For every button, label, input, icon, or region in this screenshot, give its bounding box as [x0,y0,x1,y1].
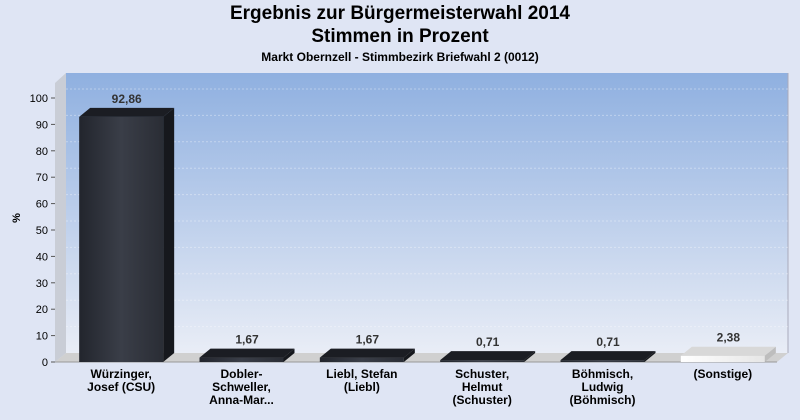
y-tick-label: 100 [30,93,48,105]
x-tick-label-line: Ludwig [582,380,624,394]
bar-side [764,346,776,362]
bar [440,351,536,362]
chart-title-line2: Stimmen in Prozent [311,26,489,47]
bar-top [79,107,175,117]
x-tick-label-line: Böhmisch, [572,367,633,381]
bar-side [163,107,175,362]
bar [79,107,175,362]
bar [560,351,656,362]
bar-top [199,348,295,358]
chart-title: Ergebnis zur Bürgermeisterwahl 2014 [229,3,570,24]
bar-front [199,357,284,362]
bar-top [319,348,415,358]
x-tick-label-line: (Schuster) [452,393,511,407]
plot-back-wall [66,73,788,353]
y-tick-label: 70 [36,172,48,184]
x-tick-label-line: (Böhmisch) [570,393,636,407]
y-tick-label: 20 [36,304,48,316]
x-tick-label: Liebl, Stefan (Liebl) [326,367,397,394]
y-tick-label: 30 [36,278,48,290]
plot-left-wall [55,73,66,362]
y-tick-label: 90 [36,119,48,131]
bar-front [680,355,765,362]
y-tick-label: 80 [36,146,48,158]
bar-value-label: 92,86 [112,92,142,106]
bar-top [680,346,776,356]
bar-side [644,351,656,362]
bar [680,346,776,362]
y-axis-label: % [11,213,23,223]
x-tick-label-line: Helmut [462,380,503,394]
y-tick-label: 50 [36,225,48,237]
x-tick-label: (Sonstige) [693,367,752,381]
bar-value-label: 0,71 [596,335,620,349]
bar-value-label: 0,71 [476,335,500,349]
bar-value-label: 1,67 [356,333,380,347]
x-tick-label: Böhmisch, Ludwig (Böhmisch) [570,367,636,407]
x-tick-label-line: (Sonstige) [693,367,752,381]
x-tick-label: Dobler-Schweller, Anna-Mar... [209,367,274,407]
x-tick-label-line: Josef (CSU) [87,380,155,394]
x-tick-label-line: Schuster, [455,367,509,381]
y-tick-label: 0 [42,357,48,369]
x-tick-label-line: Dobler- [221,367,263,381]
chart-title-block: Ergebnis zur Bürgermeisterwahl 2014 Stim… [0,2,800,64]
x-tick-label-line: Anna-Mar... [209,393,274,407]
bar-side [524,351,536,362]
bar-value-label: 1,67 [235,333,259,347]
bar-side [283,348,295,362]
x-tick-label-line: Liebl, Stefan [326,367,397,381]
chart-subtitle: Markt Obernzell - Stimmbezirk Briefwahl … [261,50,539,64]
bar [199,348,295,362]
bar-side [403,348,415,362]
bar-front [79,116,164,362]
bar-front [440,360,525,362]
x-tick-label-line: Würzinger, [90,367,151,381]
bar-value-label: 2,38 [717,331,741,345]
y-tick-label: 40 [36,251,48,263]
x-tick-label: Schuster, Helmut (Schuster) [452,367,511,407]
bar-front [560,360,645,362]
y-tick-label: 10 [36,331,48,343]
x-tick-label-line: Schweller, [212,380,271,394]
bar-front [319,357,404,362]
x-tick-label-line: (Liebl) [344,380,380,394]
x-tick-label: Würzinger, Josef (CSU) [87,367,155,394]
bar [319,348,415,362]
bar-top [560,351,656,361]
bar-top [440,351,536,361]
y-tick-label: 60 [36,199,48,211]
